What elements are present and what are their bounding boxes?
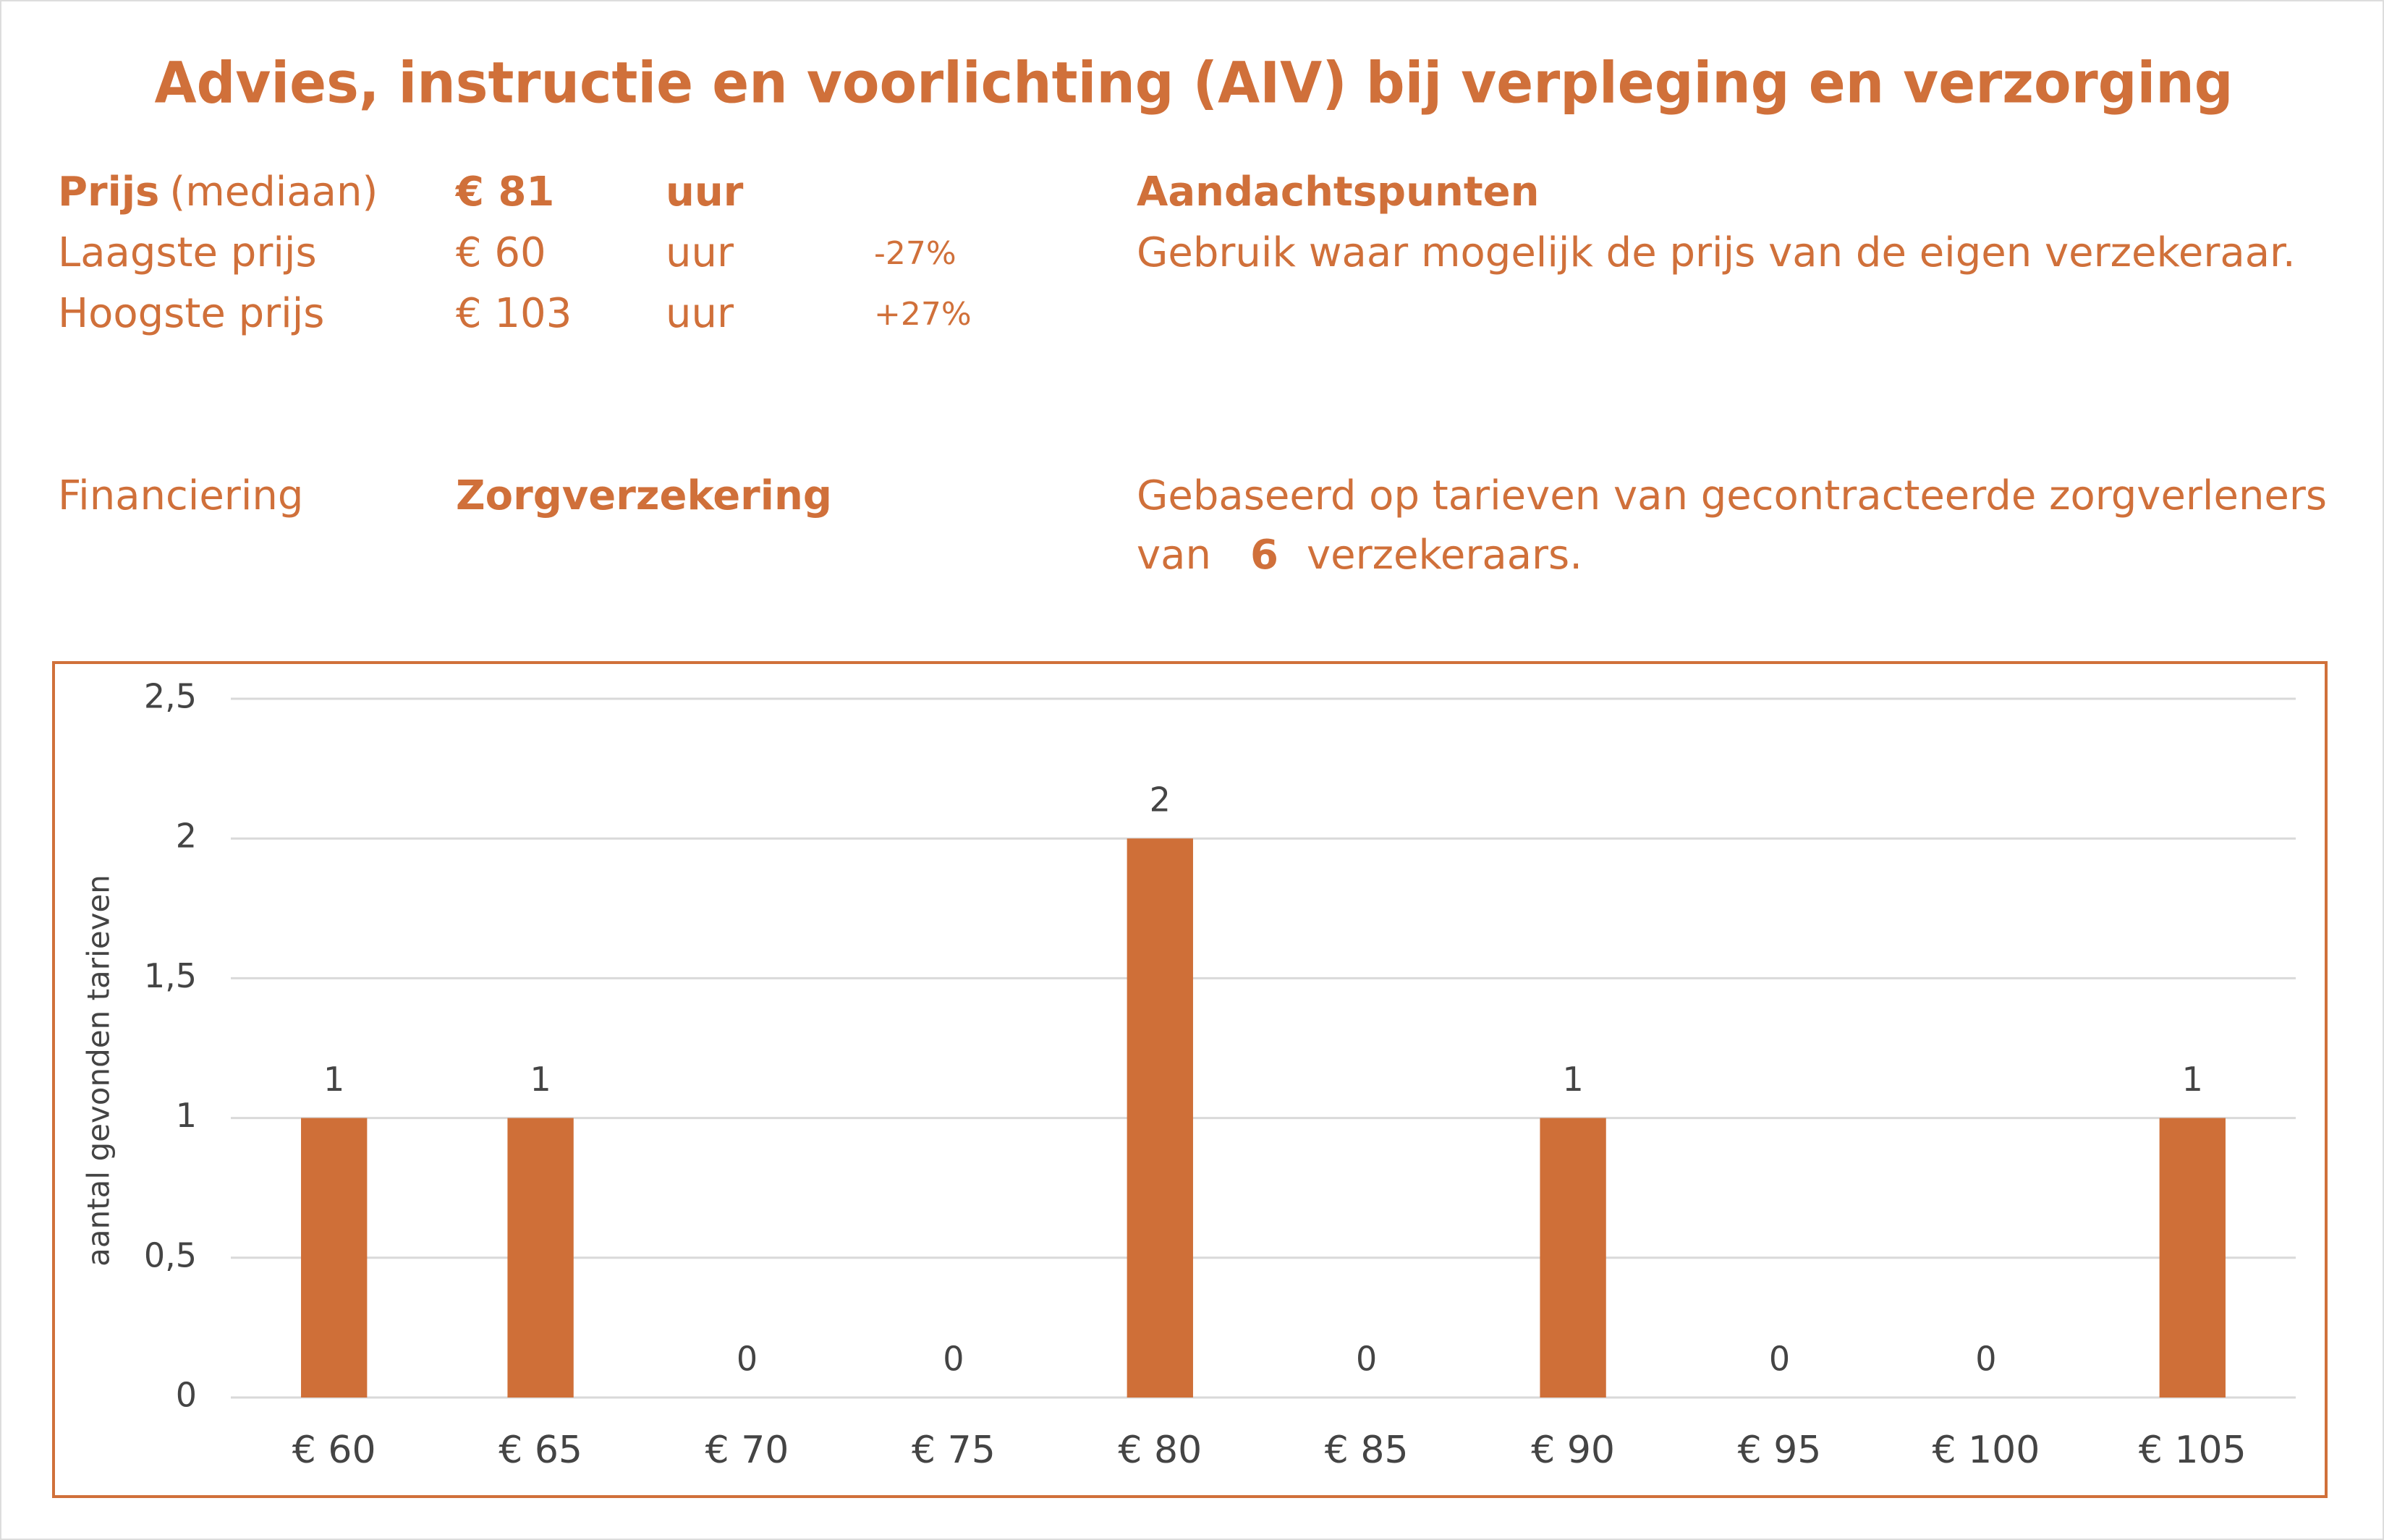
data-label: 0 [1769,1340,1790,1379]
y-tick-label: 2,5 [144,677,197,716]
title: Advies, instructie en voorlichting (AIV)… [155,51,2234,116]
y-tick-label: 1,5 [144,956,197,995]
financing-label: Financiering [58,472,303,519]
price-label: Hoogste prijs [58,290,324,337]
label: Prijs [58,169,159,216]
basis-text: van [1137,532,1211,579]
data-label: 0 [1975,1340,1996,1379]
data-label: 1 [2182,1060,2203,1099]
bar [2159,1118,2226,1398]
diff: +27% [874,296,972,333]
notes-text: Gebruik waar mogelijk de prijs van de ei… [1137,229,2296,276]
price: € 103 [456,290,572,337]
bar [301,1118,368,1398]
bar [1127,838,1193,1398]
basis-text: verzekeraars. [1307,532,1582,579]
price-label: Prijs (mediaan) [58,169,378,216]
x-tick-label: € 100 [1932,1429,2040,1472]
financing-value: Zorgverzekering [456,472,832,519]
bar [1540,1118,1606,1398]
unit: uur [666,229,734,276]
x-tick-label: € 80 [1118,1429,1202,1472]
y-tick-label: 0,5 [144,1235,197,1275]
notes-title: Aandachtspunten [1137,169,1539,216]
price: € 60 [456,229,546,276]
data-label: 1 [1562,1060,1583,1099]
data-label: 2 [1150,780,1171,820]
chart-frame [52,661,2328,1498]
data-label: 1 [530,1060,551,1099]
data-label: 0 [943,1340,964,1379]
x-tick-label: € 65 [499,1429,582,1472]
bar [507,1118,574,1398]
x-tick-label: € 105 [2139,1429,2247,1472]
data-label: 0 [737,1340,758,1379]
price-label: Laagste prijs [58,229,317,276]
y-tick-label: 0 [176,1376,197,1415]
data-label: 0 [1356,1340,1377,1379]
x-tick-label: € 60 [292,1429,376,1472]
x-tick-label: € 75 [912,1429,996,1472]
diff: -27% [874,235,956,272]
note: (mediaan) [169,169,378,216]
chart: 0 0,5 1 1,5 2 2,5 1 € 60 1 € 65 0 € 70 0 € 75 2 € 80 0 € … [144,677,2296,1472]
x-tick-label: € 85 [1325,1429,1409,1472]
x-tick-label: € 95 [1738,1429,1822,1472]
x-tick-label: € 70 [705,1429,789,1472]
unit: uur [666,169,744,216]
price: € 81 [454,169,554,216]
data-label: 1 [323,1060,344,1099]
unit: uur [666,290,734,337]
y-tick-label: 2 [176,817,197,856]
y-tick-label: 1 [176,1096,197,1135]
x-tick-label: € 90 [1531,1429,1615,1472]
basis-count: 6 [1250,532,1278,579]
basis-text: Gebaseerd op tarieven van gecontracteerd… [1137,472,2327,519]
y-axis-label: aantal gevonden tarieven [81,875,116,1267]
